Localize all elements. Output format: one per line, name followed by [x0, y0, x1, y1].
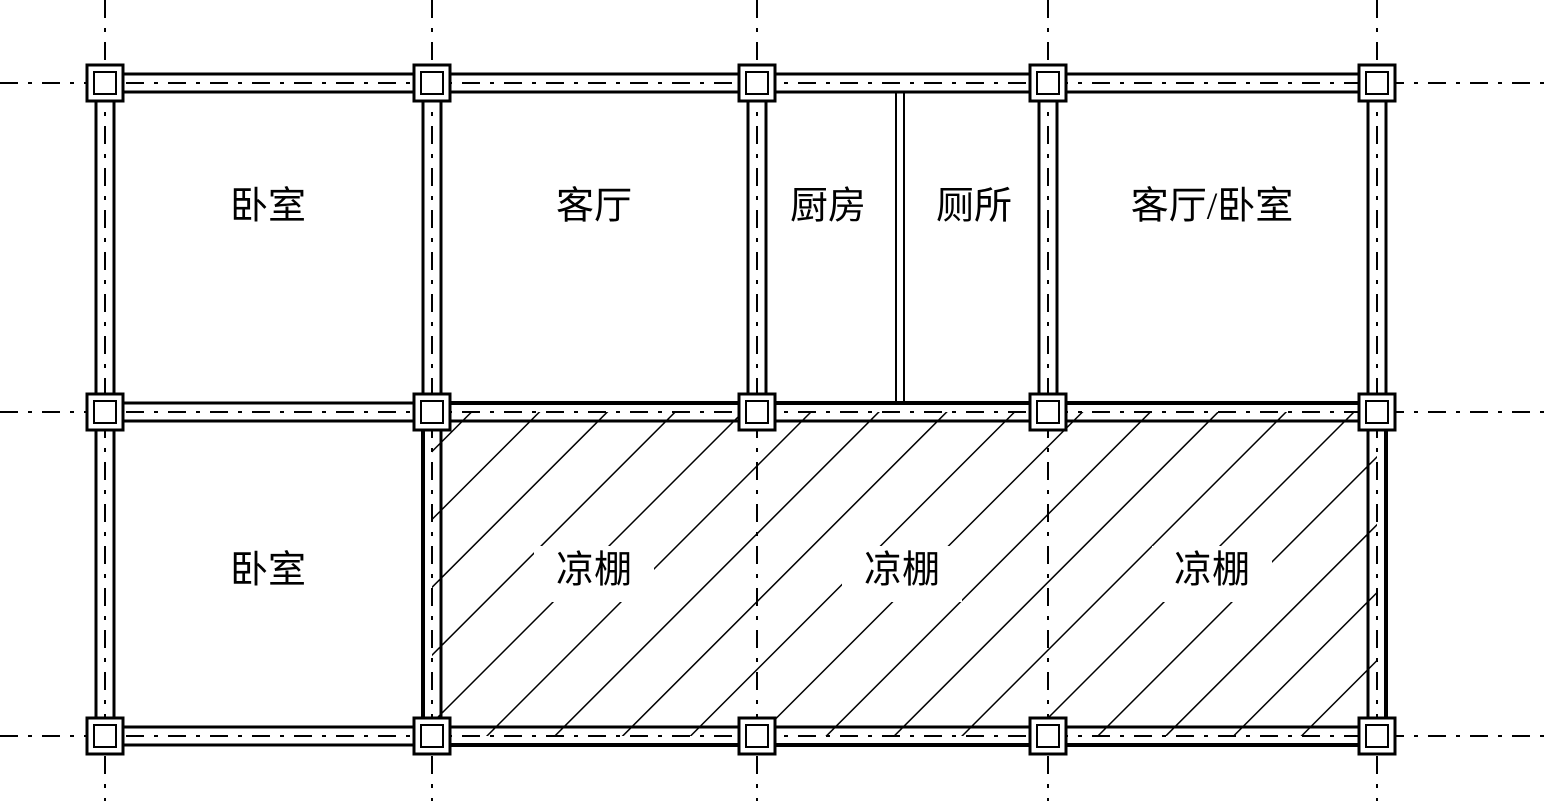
room-label-shed-2: 凉棚 [864, 550, 940, 592]
room-label-living-bedroom: 客厅/卧室 [1131, 186, 1294, 228]
room-label-toilet: 厕所 [936, 186, 1012, 228]
room-label-shed-1: 凉棚 [556, 550, 632, 592]
floor-plan: 卧室客厅厨房厕所客厅/卧室卧室凉棚凉棚凉棚 [0, 0, 1546, 801]
room-label-living-room: 客厅 [556, 186, 632, 228]
room-label-bedroom-2: 卧室 [230, 550, 306, 592]
room-label-shed-3: 凉棚 [1174, 550, 1250, 592]
room-label-kitchen: 厨房 [790, 186, 866, 228]
room-label-bedroom-1: 卧室 [230, 186, 306, 228]
